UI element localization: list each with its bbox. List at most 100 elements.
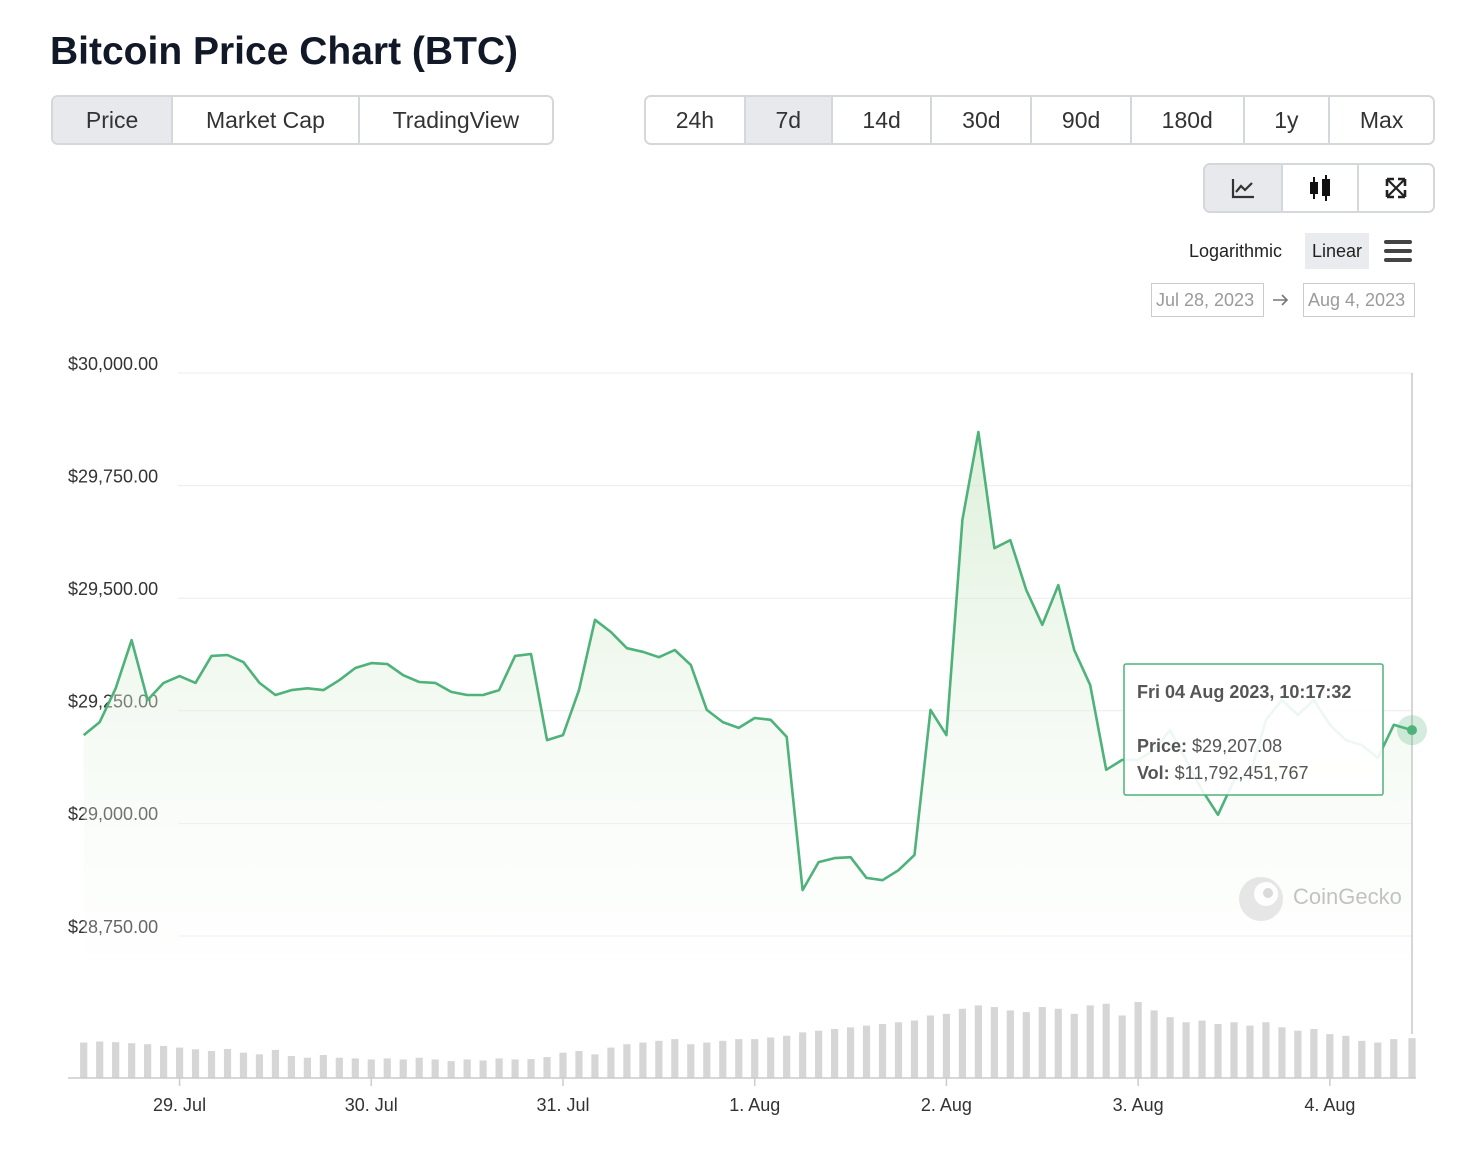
y-tick-label: $30,000.00 bbox=[68, 354, 158, 374]
range-button[interactable]: 24h bbox=[646, 97, 746, 143]
volume-bar bbox=[1246, 1025, 1254, 1078]
volume-bar bbox=[96, 1041, 104, 1078]
date-to[interactable]: Aug 4, 2023 bbox=[1303, 283, 1415, 317]
menu-icon[interactable] bbox=[1383, 238, 1413, 264]
x-tick-label: 3. Aug bbox=[1113, 1095, 1164, 1115]
line-icon bbox=[1231, 179, 1254, 199]
tooltip-vol: $11,792,451,767 bbox=[1175, 763, 1309, 783]
range-button[interactable]: 14d bbox=[832, 97, 933, 143]
tab-button[interactable]: TradingView bbox=[359, 97, 552, 143]
volume-bar bbox=[623, 1044, 631, 1078]
range-button[interactable]: 30d bbox=[932, 97, 1033, 143]
range-button[interactable]: 180d bbox=[1131, 97, 1245, 143]
volume-bar bbox=[1198, 1020, 1206, 1078]
hover-point bbox=[1407, 725, 1417, 736]
price-area bbox=[83, 432, 1413, 996]
volume-bar bbox=[191, 1049, 200, 1078]
date-from[interactable]: Jul 28, 2023 bbox=[1151, 283, 1264, 317]
volume-bar bbox=[1326, 1034, 1334, 1078]
range-button[interactable]: 1y bbox=[1244, 97, 1331, 143]
candle-chart-button[interactable] bbox=[1283, 165, 1359, 211]
tab-group: Price Market Cap TradingView bbox=[51, 95, 554, 145]
line-chart-button[interactable] bbox=[1205, 165, 1283, 211]
log-option[interactable]: Logarithmic bbox=[1189, 240, 1283, 261]
volume-bar bbox=[1278, 1027, 1286, 1078]
volume-bar bbox=[128, 1043, 136, 1078]
tooltip-box bbox=[1123, 663, 1384, 796]
volume-bar bbox=[223, 1048, 232, 1078]
volume-bar bbox=[1102, 1003, 1110, 1078]
volume-bar bbox=[1342, 1035, 1350, 1078]
x-tick-label: 29. Jul bbox=[153, 1095, 206, 1115]
tooltip-price-label: Price: bbox=[1137, 736, 1187, 756]
linear-option[interactable]: Linear bbox=[1305, 233, 1370, 269]
range-button[interactable]: 7d bbox=[745, 97, 833, 143]
volume-bar bbox=[1118, 1015, 1126, 1078]
volume-bar bbox=[511, 1059, 519, 1078]
volume-bar bbox=[1310, 1029, 1318, 1078]
volume-bar bbox=[846, 1027, 855, 1078]
page-title: Bitcoin Price Chart (BTC) bbox=[50, 30, 519, 73]
range-button[interactable]: 90d bbox=[1032, 97, 1132, 143]
watermark-logo bbox=[1239, 877, 1283, 921]
volume-bar bbox=[1006, 1010, 1014, 1078]
volume-bar bbox=[112, 1042, 120, 1078]
volume-bar bbox=[815, 1030, 823, 1078]
tooltip-price: $29,207.08 bbox=[1192, 736, 1282, 756]
watermark: CoinGecko bbox=[1239, 877, 1402, 921]
volume-bar bbox=[1294, 1030, 1302, 1078]
volume-bar bbox=[735, 1039, 743, 1078]
volume-bar bbox=[1374, 1042, 1382, 1078]
arrow-icon bbox=[1273, 294, 1289, 306]
range-group: 24h 7d 14d 30d 90d 180d 1y Max bbox=[644, 95, 1435, 145]
watermark-logo-inner bbox=[1254, 882, 1278, 906]
volume-bar bbox=[1408, 1038, 1416, 1078]
volume-bar bbox=[239, 1052, 248, 1078]
volume-bar bbox=[207, 1050, 216, 1078]
tab-button[interactable]: Market Cap bbox=[173, 97, 360, 143]
volume-bar bbox=[671, 1039, 679, 1078]
volume-bar bbox=[655, 1040, 663, 1078]
volume-bar bbox=[751, 1039, 759, 1078]
volume-bar bbox=[990, 1007, 998, 1078]
volume-bar bbox=[1086, 1005, 1094, 1078]
volume-bar bbox=[799, 1032, 807, 1078]
y-tick-label: $29,750.00 bbox=[68, 466, 158, 486]
tooltip-title: Fri 04 Aug 2023, 10:17:32 bbox=[1137, 682, 1351, 702]
watermark-text: CoinGecko bbox=[1293, 884, 1402, 909]
x-tick-label: 1. Aug bbox=[729, 1095, 780, 1115]
volume-bar bbox=[1182, 1022, 1190, 1078]
volume-bar bbox=[255, 1054, 264, 1078]
volume-bar bbox=[287, 1056, 295, 1078]
volume-bar bbox=[447, 1061, 455, 1078]
volume-bar bbox=[830, 1029, 839, 1078]
volume-bar bbox=[144, 1044, 152, 1078]
volume-bar bbox=[303, 1057, 311, 1078]
y-tick-label: $29,500.00 bbox=[68, 579, 158, 599]
volume-bar bbox=[1038, 1007, 1046, 1078]
volume-bar bbox=[591, 1054, 599, 1078]
expand-icon bbox=[1385, 177, 1407, 199]
volume-bar bbox=[719, 1040, 727, 1078]
fullscreen-button[interactable] bbox=[1359, 165, 1433, 211]
volume-bar bbox=[878, 1023, 887, 1078]
volume-bar bbox=[607, 1047, 615, 1078]
x-tick-label: 31. Jul bbox=[536, 1095, 589, 1115]
volume-bar bbox=[159, 1045, 168, 1078]
volume-bar bbox=[319, 1055, 327, 1078]
volume-bar bbox=[527, 1059, 535, 1078]
volume-bar bbox=[80, 1042, 88, 1078]
volume-bar bbox=[1390, 1039, 1398, 1078]
volume-bar bbox=[1054, 1008, 1062, 1078]
volume-bar bbox=[559, 1052, 567, 1078]
tab-button[interactable]: Price bbox=[53, 97, 174, 143]
volume-bar bbox=[415, 1057, 423, 1078]
volume-bar bbox=[479, 1060, 487, 1078]
tooltip-vol-label: Vol: bbox=[1137, 763, 1170, 783]
volume-bar bbox=[926, 1015, 935, 1078]
range-button[interactable]: Max bbox=[1330, 97, 1433, 143]
volume-bar bbox=[367, 1059, 375, 1078]
volume-bar bbox=[974, 1005, 982, 1078]
